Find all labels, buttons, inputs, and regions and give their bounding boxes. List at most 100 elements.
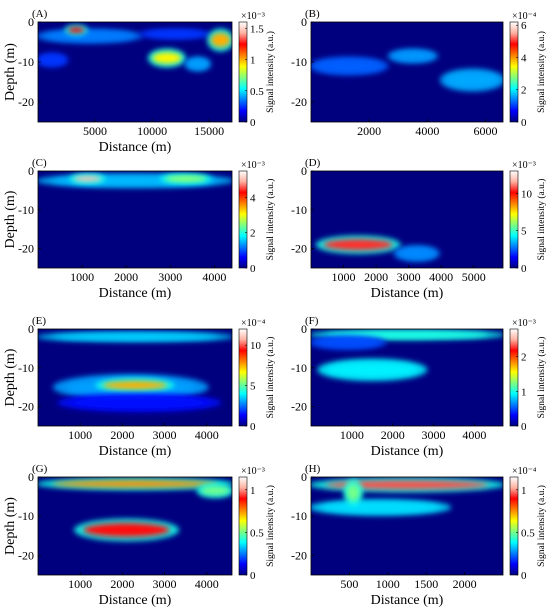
signal-feature [71,397,208,409]
x-tick-label: 3000 [422,428,446,442]
y-tick-label: 0 [301,470,307,484]
x-tick-label: 6000 [474,124,498,138]
signal-feature [325,480,489,489]
x-tick-label: 1000 [68,577,92,591]
signal-feature [165,176,207,182]
signal-feature [45,31,134,41]
axes-frame [37,476,233,576]
colorbar [509,476,519,576]
colorbar-tick-label: 2 [521,352,527,364]
colorbar-tick-label: 4 [521,52,527,64]
signal-feature [200,486,230,495]
panel-6: 1000 2000 3000 4000 0 -10 -20 (G) Distance (m) De… [3,463,276,608]
x-tick-label: 500 [340,577,358,591]
axes-frame [37,170,233,269]
x-tick-label: 4000 [429,270,453,284]
colorbar-label: Signal intensity (a.u.) [536,485,547,567]
x-axis-label: Distance (m) [99,593,172,608]
x-tick-label: 5000 [83,124,107,138]
colorbar-tick-label: 1 [521,485,527,497]
colorbar-exponent: ×10⁻³ [512,318,536,329]
colorbar [238,170,248,269]
x-tick-label: 3000 [153,428,177,442]
y-tick-label: -10 [18,203,34,217]
y-tick-label: -10 [18,55,34,69]
colorbar-tick-label: 6 [521,20,527,32]
y-tick-label: -10 [291,509,307,523]
colorbar-label: Signal intensity (a.u.) [536,31,547,113]
colorbar [238,21,248,123]
colorbar-tick-label: 0.5 [250,527,264,539]
y-tick-label: -20 [18,242,34,256]
signal-feature [52,334,218,340]
x-tick-label: 2000 [110,428,134,442]
colorbar-exponent: ×10⁻³ [241,466,265,477]
panel-label: (F) [305,315,319,327]
colorbar-exponent: ×10⁻⁴ [512,466,537,477]
x-tick-label: 2000 [364,270,388,284]
colorbar-tick-label: 5 [250,381,256,393]
signal-feature [73,176,102,182]
x-tick-label: 2000 [114,270,138,284]
panel-label: (D) [305,157,321,169]
x-tick-label: 1000 [332,270,356,284]
axes-frame [37,328,233,427]
colorbar-tick-label: 2 [521,85,527,97]
colorbar-tick-label: 5 [521,226,527,238]
colorbar-tick-label: 0 [521,570,527,582]
x-tick-label: 4000 [202,270,226,284]
colorbar-label: Signal intensity (a.u.) [265,179,276,261]
x-tick-label: 2000 [381,428,405,442]
colorbar-exponent: ×10⁻⁴ [241,318,266,329]
x-tick-label: 4000 [462,428,486,442]
panel-4: 1000 2000 3000 4000 0 -10 -20 (E) Distance (m) De… [3,315,276,459]
panel-0: 5000 10000 15000 0 -10 -20 (A) Distance (m) Dept… [3,8,276,155]
y-tick-label: -10 [18,361,34,375]
axes-frame [37,21,233,123]
y-tick-label: -10 [18,509,34,523]
x-tick-label: 3000 [153,577,177,591]
y-axis-label: Depth (m) [3,190,18,248]
colorbar-tick-label: 1 [521,386,527,398]
colorbar-tick-label: 0 [250,421,256,433]
colorbar-tick-label: 10 [521,188,533,200]
colorbar-tick-label: 0 [250,263,256,275]
colorbar-tick-label: 10 [250,340,262,352]
signal-feature [188,59,208,69]
colorbar-label: Signal intensity (a.u.) [265,485,276,567]
colorbar-exponent: ×10⁻⁴ [512,11,537,22]
x-axis-label: Distance (m) [371,444,444,459]
signal-feature [393,51,433,61]
colorbar-tick-label: 0 [250,117,256,129]
x-tick-label: 3000 [397,270,421,284]
signal-feature [210,33,231,47]
y-tick-label: -20 [18,95,34,109]
y-tick-label: -10 [291,361,307,375]
signal-feature [152,52,182,64]
signal-feature [398,248,435,259]
x-tick-label: 1000 [70,270,94,284]
x-tick-label: 2000 [453,577,477,591]
panel-5: 1000 2000 3000 4000 0 -10 -20 (F) Distance (m) 0 1… [291,315,547,459]
panel-label: (E) [32,315,46,327]
y-tick-label: 0 [28,322,34,336]
signal-feature [316,338,380,347]
signal-feature [83,523,170,537]
panel-label: (G) [32,463,48,475]
x-tick-label: 5000 [462,270,486,284]
y-tick-label: -20 [291,400,307,414]
y-tick-label: 0 [28,470,34,484]
colorbar-tick-label: 0.5 [521,527,535,539]
y-tick-label: 0 [301,15,307,29]
y-tick-label: -20 [18,548,34,562]
x-axis-label: Distance (m) [99,286,172,301]
y-axis-label: Depth (m) [3,497,18,555]
y-tick-label: 0 [301,322,307,336]
x-axis-label: Distance (m) [99,140,172,155]
colorbar-tick-label: 0.5 [250,86,264,98]
x-tick-label: 2000 [110,577,134,591]
signal-feature [446,73,499,87]
y-tick-label: -10 [291,203,307,217]
y-tick-label: -20 [18,400,34,414]
signal-feature [316,60,381,72]
